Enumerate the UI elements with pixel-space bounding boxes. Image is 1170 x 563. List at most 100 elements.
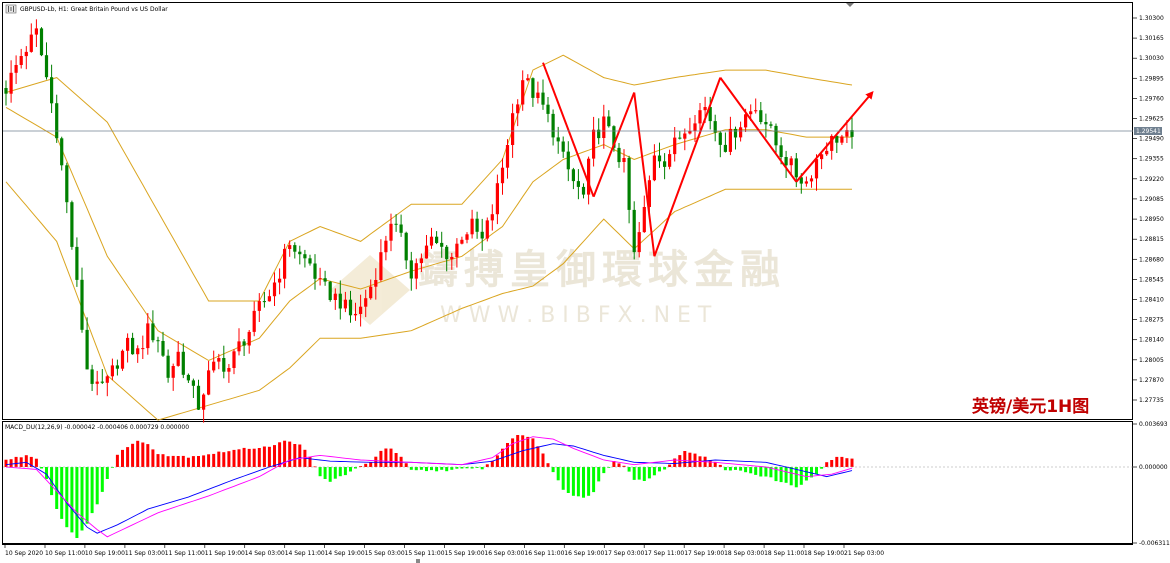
y-tick-label: 1.28005 — [1139, 357, 1164, 364]
candle-body — [14, 65, 18, 73]
macd-bar — [546, 463, 550, 467]
chart-annotation: 英镑/美元1H图 — [972, 396, 1089, 417]
x-tick-label: 14 Sep 03:00 — [245, 550, 285, 557]
x-tick-label: 21 Sep 03:00 — [844, 550, 884, 557]
x-tick-label: 17 Sep 03:00 — [604, 550, 644, 557]
candle-body — [789, 158, 793, 166]
candle-body — [237, 341, 241, 352]
macd-bar — [121, 449, 124, 467]
macd-bar — [693, 453, 697, 467]
macd-bar — [419, 467, 423, 470]
y-tick-label: 1.28680 — [1139, 256, 1164, 263]
candle-body — [475, 218, 479, 232]
macd-bar — [774, 467, 778, 482]
candle-body — [227, 368, 231, 372]
trend-segment — [719, 77, 798, 183]
candle-body — [222, 358, 226, 372]
macd-bar — [349, 467, 352, 472]
candle-body — [627, 158, 631, 210]
candle-body — [186, 374, 190, 381]
candle-body — [364, 298, 368, 307]
macd-bar — [151, 449, 155, 467]
candle-body — [313, 263, 317, 279]
y-tick-label: 1.29355 — [1139, 156, 1164, 163]
macd-bar — [445, 467, 449, 472]
candle-body — [587, 158, 591, 195]
candle-body — [779, 145, 783, 157]
candle-body — [181, 351, 185, 375]
macd-bar — [70, 467, 74, 533]
candle-body — [29, 34, 33, 52]
macd-bar — [369, 462, 373, 467]
macd-bar — [262, 446, 266, 467]
macd-bar — [566, 467, 570, 493]
macd-bar — [343, 467, 347, 476]
candle-body — [115, 365, 119, 369]
candle-body — [379, 252, 383, 280]
symbol-title: GBPUSD-Lb, H1: Great Britain Pound vs US… — [20, 6, 168, 13]
macd-bar — [95, 467, 99, 505]
macd-bar — [769, 467, 773, 478]
macd-bar — [764, 467, 768, 477]
macd-bar — [404, 463, 408, 467]
candle-body — [536, 92, 540, 98]
macd-bar — [723, 467, 727, 471]
candle-body — [561, 141, 565, 152]
candle-body — [34, 28, 38, 35]
macd-bar — [126, 447, 130, 467]
macd-y-tick-label: 0.000000 — [1139, 464, 1168, 471]
candle-body — [657, 155, 662, 162]
macd-y-tick-label: -0.006311 — [1139, 540, 1170, 547]
y-tick-label: 1.28545 — [1139, 276, 1164, 283]
macd-bar — [602, 467, 606, 474]
x-tick-label: 11 Sep 19:00 — [205, 550, 245, 557]
candle-body — [688, 131, 692, 134]
macd-bar — [141, 442, 145, 467]
macd-bar — [227, 451, 231, 467]
macd-bar — [328, 467, 332, 482]
candle-body — [343, 299, 347, 309]
x-tick-label: 18 Sep 11:00 — [764, 550, 804, 557]
candle-body — [24, 51, 28, 57]
macd-bar — [191, 456, 195, 467]
candle-body — [835, 135, 839, 143]
macd-bar — [779, 467, 783, 483]
candle-body — [141, 348, 145, 350]
macd-bar — [181, 455, 185, 467]
macd-bar — [794, 467, 798, 488]
watermark-en: W W W . B I B F X . N E T — [440, 303, 712, 328]
bollinger-lower — [5, 181, 852, 421]
candle-body — [9, 72, 13, 94]
macd-bar — [90, 467, 94, 514]
macd-bar — [29, 456, 33, 467]
candle-body — [272, 282, 277, 297]
macd-bar — [652, 467, 656, 476]
candle-body — [257, 301, 261, 311]
macd-bar — [541, 453, 545, 467]
candle-body — [212, 361, 216, 371]
candle-body — [754, 110, 758, 112]
macd-bar — [561, 467, 565, 490]
macd-bar — [718, 464, 722, 467]
macd-bar — [587, 467, 591, 496]
macd-bar — [100, 467, 104, 492]
macd-bar — [825, 462, 829, 467]
macd-bar — [267, 446, 271, 467]
macd-bar — [728, 467, 732, 471]
candle-body — [465, 234, 469, 240]
candle-body — [242, 341, 246, 346]
macd-bar — [612, 461, 616, 467]
candle-body — [825, 150, 829, 155]
candle-body — [338, 293, 342, 309]
horizontal-scroll-handle[interactable] — [416, 559, 420, 563]
candle-body — [39, 28, 44, 56]
candle-body — [546, 104, 550, 114]
macd-bar — [394, 453, 398, 467]
candle-body — [414, 263, 418, 279]
candle-body — [809, 178, 814, 182]
candle-body — [602, 116, 606, 138]
candle-body — [389, 223, 393, 241]
candle-body — [136, 348, 140, 355]
macd-bar — [739, 467, 743, 471]
chart-shift-marker[interactable] — [846, 3, 854, 7]
